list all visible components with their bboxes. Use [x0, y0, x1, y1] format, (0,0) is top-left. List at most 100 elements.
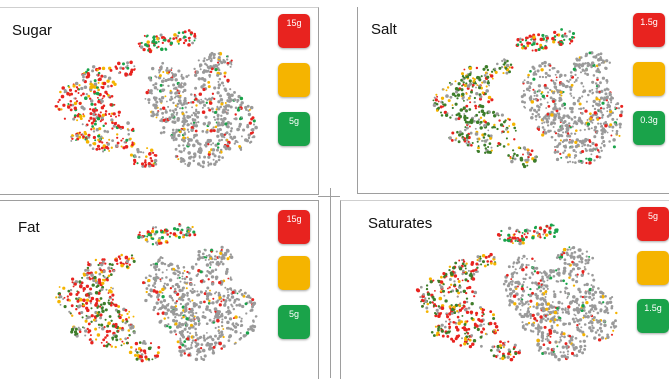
scatter-point — [564, 342, 568, 346]
scatter-point — [443, 325, 447, 329]
scatter-point — [222, 344, 226, 348]
scatter-point — [492, 114, 497, 118]
scatter-point — [464, 126, 467, 129]
scatter-point — [597, 338, 602, 342]
scatter-point — [450, 138, 454, 142]
scatter-point — [229, 255, 234, 259]
scatter-point — [508, 118, 511, 121]
scatter-point — [568, 146, 571, 149]
scatter-point — [183, 344, 187, 348]
scatter-point — [209, 289, 211, 292]
scatter-point — [555, 109, 559, 113]
scatter-point — [466, 342, 469, 345]
scatter-point — [78, 84, 81, 87]
scatter-point — [114, 303, 118, 308]
scatter-point — [455, 287, 458, 290]
scatter-point — [547, 352, 551, 355]
scatter-point — [138, 155, 141, 159]
scatter-point — [191, 339, 195, 342]
scatter-point — [164, 120, 168, 123]
scatter-point — [151, 151, 155, 155]
scatter-point — [596, 329, 600, 332]
scatter-point — [564, 308, 567, 312]
scatter-point — [237, 298, 241, 301]
scatter-point — [545, 40, 548, 43]
scatter-point — [112, 112, 116, 116]
scatter-point — [439, 111, 443, 114]
scatter-point — [484, 65, 489, 69]
scatter-point — [122, 62, 125, 66]
scatter-point — [515, 153, 519, 157]
scatter-point — [178, 322, 181, 325]
scatter-point — [96, 86, 99, 89]
scatter-point — [545, 233, 549, 237]
scatter-point — [72, 285, 75, 288]
scatter-point — [490, 98, 494, 102]
scatter-point — [247, 327, 250, 331]
scatter-point — [559, 290, 562, 294]
scatter-point — [575, 263, 579, 267]
scatter-point — [129, 60, 133, 65]
scatter-point — [183, 147, 186, 150]
scatter-point — [193, 39, 196, 42]
scatter-point — [239, 336, 243, 340]
scatter-point — [582, 85, 585, 88]
scatter-point — [189, 323, 194, 327]
scatter-point — [503, 61, 507, 64]
scatter-point — [479, 257, 482, 260]
scatter-point — [594, 331, 598, 334]
scatter-point — [586, 73, 590, 76]
scatter-point — [168, 117, 172, 121]
scatter-point — [481, 139, 484, 142]
scatter-point — [448, 136, 452, 140]
scatter-point — [74, 333, 77, 336]
scatter-point — [254, 125, 258, 130]
scatter-point — [570, 74, 573, 78]
scatter-point — [178, 276, 181, 279]
scatter-point — [193, 233, 197, 237]
scatter-point — [86, 266, 90, 270]
scatter-point — [102, 344, 106, 348]
scatter-point — [502, 145, 506, 148]
scatter-point — [462, 300, 467, 304]
scatter-point — [188, 36, 191, 40]
scatter-point — [561, 116, 563, 119]
scatter-point — [157, 239, 161, 243]
scatter-point — [440, 290, 443, 293]
scatter-point — [161, 311, 166, 315]
legend-badge-low: 5g — [278, 305, 310, 339]
legend-badge-medium — [637, 251, 669, 285]
scatter-point — [576, 99, 580, 103]
scatter-point — [249, 105, 254, 110]
scatter-point — [560, 253, 564, 256]
scatter-point — [229, 98, 233, 102]
scatter-point — [556, 150, 560, 154]
legend-badge-high: 15g — [278, 210, 310, 244]
scatter-point — [208, 299, 211, 303]
scatter-point — [591, 256, 595, 260]
scatter-point — [591, 121, 594, 124]
scatter-point — [586, 138, 590, 141]
scatter-point — [96, 144, 101, 148]
scatter-point — [99, 111, 102, 114]
scatter-point — [199, 290, 203, 294]
scatter-point — [175, 319, 179, 323]
scatter-point — [536, 343, 540, 347]
scatter-point — [508, 299, 512, 303]
scatter-point — [606, 333, 609, 337]
scatter-point — [211, 261, 215, 264]
scatter-point — [584, 312, 588, 315]
scatter-point — [537, 84, 542, 88]
scatter-point — [510, 358, 514, 361]
scatter-point — [63, 88, 67, 92]
scatter-point — [570, 251, 574, 255]
scatter-point — [97, 291, 101, 295]
scatter-point — [465, 291, 468, 295]
scatter-point — [552, 274, 556, 278]
scatter-point — [532, 66, 536, 71]
scatter-point — [110, 267, 113, 270]
scatter-point — [533, 270, 537, 273]
scatter-point — [575, 307, 578, 310]
scatter-point — [148, 284, 151, 287]
scatter-point — [101, 141, 104, 144]
